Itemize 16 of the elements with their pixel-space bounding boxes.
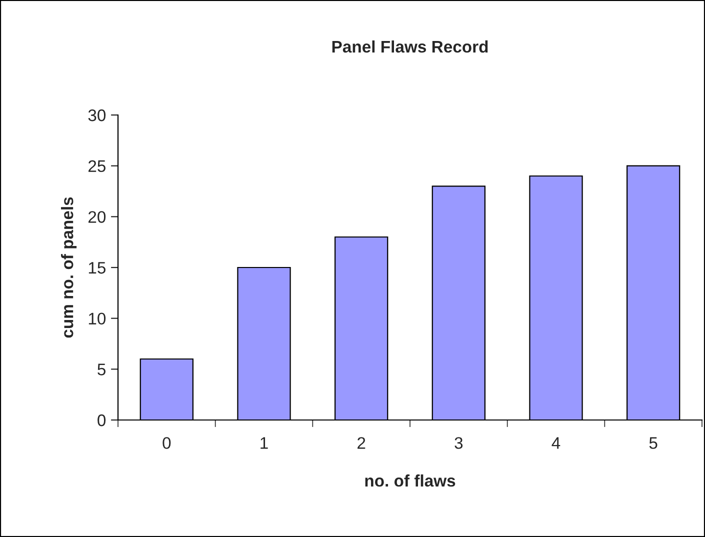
chart-title: Panel Flaws Record	[332, 40, 488, 53]
y-tick-label: 20	[88, 211, 106, 223]
y-tick-label: 25	[88, 160, 106, 172]
y-tick-label: 10	[88, 312, 106, 325]
x-tick-label: 3	[454, 437, 463, 449]
y-tick-label: 0	[98, 414, 106, 426]
x-tick-label: 2	[358, 437, 366, 449]
y-axis-title: cum no. of panels	[61, 197, 77, 338]
x-tick-label: 0	[162, 437, 171, 449]
y-tick-label: 15	[88, 262, 106, 274]
x-tick-label: 1	[260, 437, 268, 449]
y-tick-label: 5	[98, 364, 106, 376]
x-tick-label: 4	[552, 437, 560, 449]
y-tick-label: 30	[88, 109, 106, 122]
x-axis-title: no. of flaws	[365, 474, 456, 487]
x-tick-label: 5	[649, 437, 658, 449]
